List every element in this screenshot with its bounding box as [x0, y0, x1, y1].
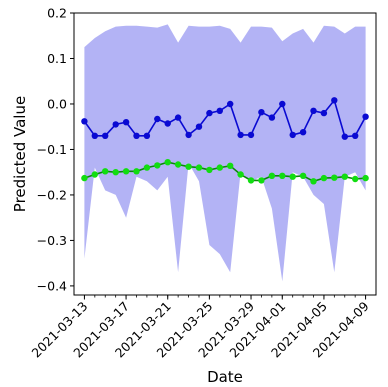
- series-1-point: [237, 131, 244, 139]
- series-1-point: [91, 132, 99, 139]
- series-1-point: [299, 129, 307, 136]
- series-1-point: [268, 114, 276, 121]
- series-2-point: [185, 163, 192, 170]
- series-1-point: [320, 109, 328, 117]
- series-1-point: [247, 131, 255, 139]
- series-1-point: [143, 132, 151, 139]
- series-1: [81, 97, 369, 140]
- series-2-point: [174, 161, 182, 168]
- series-2-point: [279, 172, 286, 179]
- series-1-point: [331, 97, 338, 104]
- series-2-point: [299, 172, 307, 179]
- series-2-point: [164, 159, 171, 166]
- y-tick-label: 0.2: [47, 6, 67, 21]
- x-axis-label: Date: [207, 368, 243, 386]
- series-2-point: [133, 168, 140, 175]
- y-tick-label: −0.1: [37, 142, 67, 157]
- series-1-point: [362, 113, 369, 120]
- series-1-point: [112, 121, 119, 128]
- plot-frame: [73, 12, 377, 296]
- series-1-point: [352, 132, 359, 139]
- series-1-point: [195, 123, 203, 130]
- series-2-point: [91, 171, 99, 178]
- y-tick-label: −0.3: [37, 233, 67, 248]
- series-2-point: [320, 174, 328, 182]
- series-1-point: [133, 132, 140, 139]
- x-axis: 2021-03-132021-03-172021-03-212021-03-25…: [29, 295, 372, 360]
- series-2-point: [352, 175, 359, 183]
- series-2-point: [112, 169, 119, 176]
- series-2-point: [268, 172, 276, 179]
- series-2: [81, 159, 369, 185]
- series-2-point: [258, 177, 265, 184]
- series-2-point: [331, 174, 338, 181]
- confidence-band: [84, 24, 366, 282]
- y-axis: 0.2 0.1 0.0 −0.1 −0.2 −0.3 −0.4: [37, 6, 74, 293]
- series-2-point: [102, 168, 109, 175]
- series-2-point: [206, 166, 213, 174]
- y-tick-label: −0.2: [37, 187, 67, 202]
- series-2-point: [310, 178, 317, 185]
- series-1-point: [289, 131, 296, 139]
- series-2-point: [195, 164, 203, 171]
- series-2-point: [341, 173, 348, 180]
- series-1-point: [206, 109, 213, 117]
- series-1-point: [164, 120, 171, 127]
- series-2-point: [216, 164, 223, 171]
- series-2-point: [247, 177, 255, 184]
- series-2-point: [143, 164, 151, 171]
- series-2-point: [289, 173, 296, 180]
- series-2-point: [81, 174, 88, 182]
- series-1-point: [102, 132, 109, 139]
- series-1-point: [258, 109, 265, 116]
- series-2-point: [227, 162, 234, 169]
- series-1-point: [227, 100, 234, 108]
- y-axis-label: Predicted Value: [11, 96, 29, 212]
- series-1-point: [174, 114, 182, 121]
- series-1-point: [341, 133, 348, 140]
- series-2-line: [84, 161, 366, 183]
- confidence-band-layer: [84, 24, 366, 282]
- series-2-point: [122, 168, 130, 175]
- y-tick-label: −0.4: [37, 278, 67, 293]
- series-1-line: [83, 98, 367, 138]
- series-1-point: [154, 115, 161, 123]
- y-tick-label: 0.0: [47, 96, 67, 111]
- series-1-point: [279, 100, 286, 108]
- series-2-point: [237, 171, 244, 178]
- series-layer: [81, 97, 369, 185]
- series-2-point: [362, 174, 369, 182]
- series-1-point: [81, 118, 88, 125]
- series-1-point: [185, 131, 192, 139]
- series-1-point: [310, 107, 317, 115]
- y-tick-label: 0.1: [47, 51, 67, 66]
- series-2-point: [154, 162, 161, 169]
- series-1-point: [122, 119, 130, 126]
- series-1-point: [216, 107, 223, 115]
